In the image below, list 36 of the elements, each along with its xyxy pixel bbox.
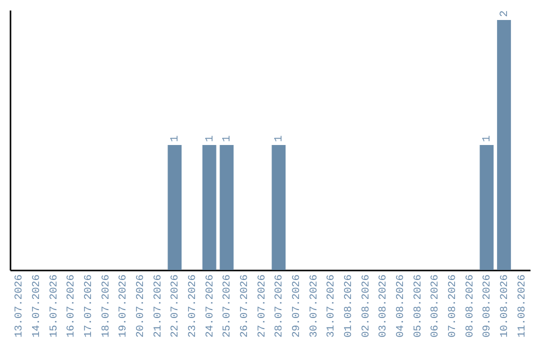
x-tick-label: 20.07.2026 — [135, 274, 147, 338]
x-tick-label: 18.07.2026 — [100, 274, 112, 338]
x-tick-label: 17.07.2026 — [83, 274, 95, 338]
x-tick-label: 03.08.2026 — [378, 274, 390, 338]
x-tick-label: 26.07.2026 — [239, 274, 251, 338]
x-tick-label: 09.08.2026 — [482, 274, 494, 338]
x-tick-label: 23.07.2026 — [187, 274, 199, 338]
x-tick-label: 04.08.2026 — [395, 274, 407, 338]
data-label: 1 — [170, 135, 182, 142]
x-tick-label: 02.08.2026 — [360, 274, 372, 338]
x-tick-label: 07.08.2026 — [447, 274, 459, 338]
data-label: 1 — [274, 135, 286, 142]
data-label: 1 — [482, 135, 494, 142]
data-label: 1 — [204, 135, 216, 142]
data-label: 2 — [499, 10, 511, 17]
x-tick-label: 27.07.2026 — [256, 274, 268, 338]
x-tick-label: 10.08.2026 — [499, 274, 511, 338]
x-tick-label: 16.07.2026 — [66, 274, 78, 338]
x-tick-label: 22.07.2026 — [170, 274, 182, 338]
x-tick-label: 13.07.2026 — [14, 274, 26, 338]
x-tick-label: 05.08.2026 — [412, 274, 424, 338]
x-tick-label: 31.07.2026 — [326, 274, 338, 338]
data-label: 1 — [222, 135, 234, 142]
x-tick-label: 25.07.2026 — [222, 274, 234, 338]
x-tick-label: 28.07.2026 — [274, 274, 286, 338]
x-tick-label: 14.07.2026 — [31, 274, 43, 338]
x-tick-label: 06.08.2026 — [430, 274, 442, 338]
x-tick-label: 15.07.2026 — [48, 274, 60, 338]
x-tick-label: 19.07.2026 — [118, 274, 130, 338]
x-tick-label: 08.08.2026 — [464, 274, 476, 338]
x-tick-label: 21.07.2026 — [152, 274, 164, 338]
x-tick-label: 11.08.2026 — [516, 274, 528, 338]
x-tick-label: 29.07.2026 — [291, 274, 303, 338]
x-tick-label: 01.08.2026 — [343, 274, 355, 338]
x-tick-label: 30.07.2026 — [308, 274, 320, 338]
x-tick-label: 24.07.2026 — [204, 274, 216, 338]
